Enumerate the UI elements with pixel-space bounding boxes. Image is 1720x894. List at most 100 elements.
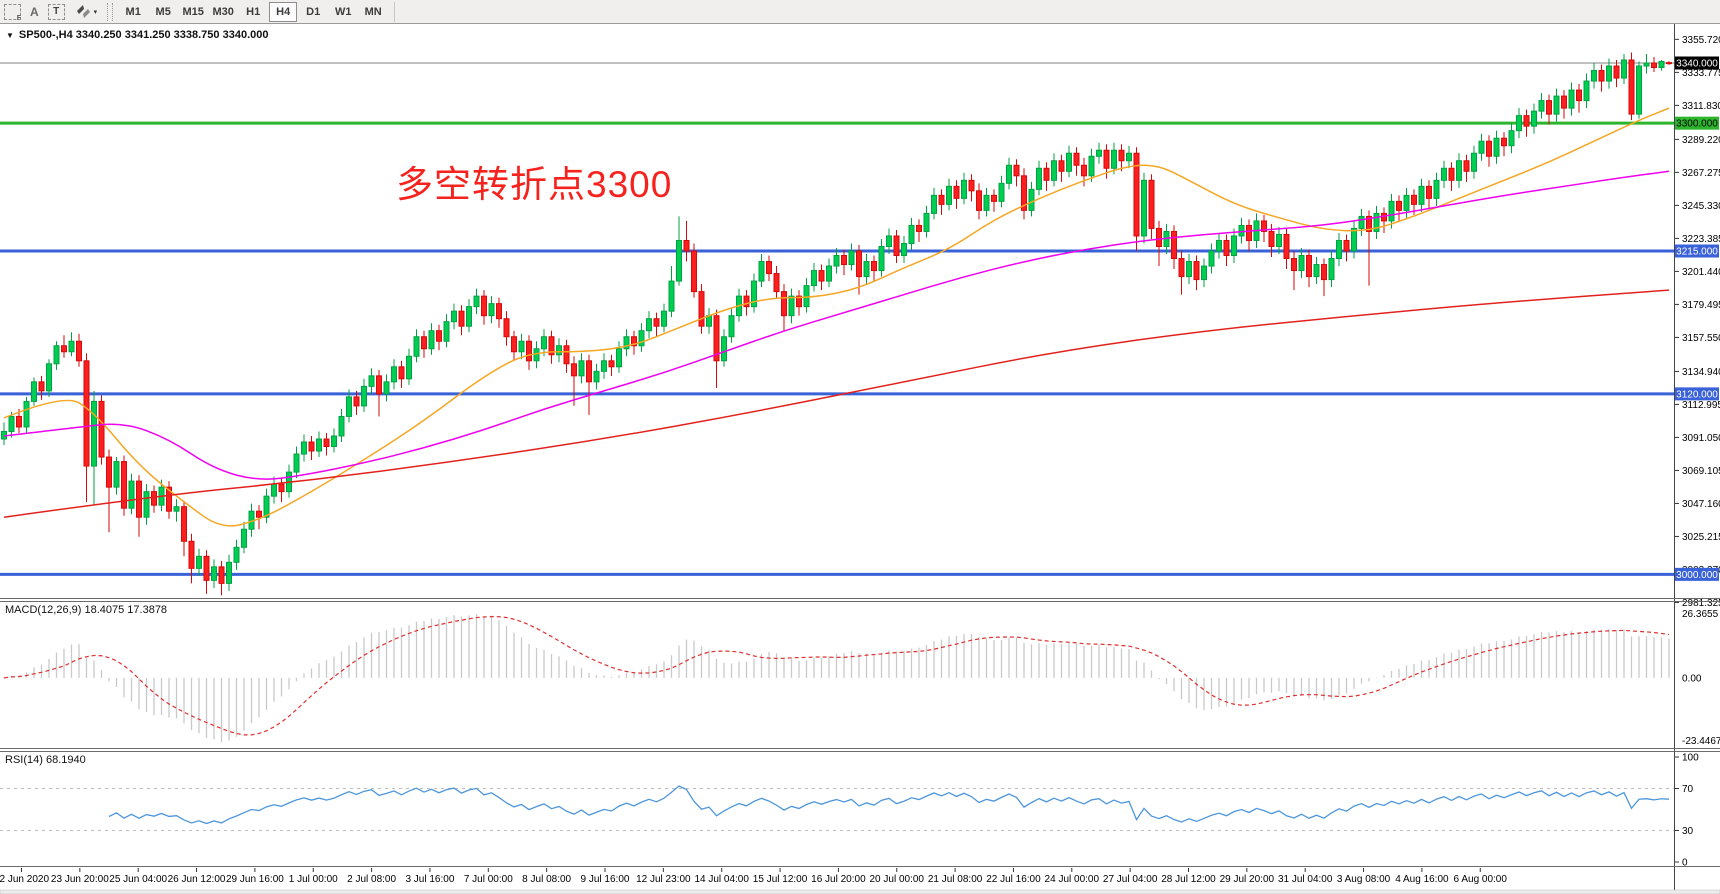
candle-body [766, 261, 772, 275]
candle-body [466, 306, 472, 327]
time-tick-label: 20 Jul 00:00 [870, 874, 925, 885]
candle-body [526, 340, 532, 362]
macd-signal-line [3, 615, 1670, 736]
candle-body [758, 261, 765, 282]
chart-annotation[interactable]: 多空转折点3300 [396, 164, 673, 205]
price-tick-label: 3047.160 [1682, 499, 1720, 510]
candle-body [203, 555, 210, 581]
pane-borders [0, 24, 1720, 894]
candle-body [841, 255, 847, 266]
text-label-icon[interactable]: A [30, 4, 39, 19]
candle-body [563, 345, 570, 365]
candle-body [443, 321, 450, 342]
candle-body [278, 483, 285, 493]
text-box-icon[interactable]: T [47, 3, 65, 20]
candle-body [1628, 59, 1635, 115]
candle-body [76, 340, 82, 362]
rsi-axis-label: 70 [1682, 784, 1694, 795]
candle-body [143, 491, 150, 518]
toolbar: F A T ▾ M1 M5 M15 M30 H1 H4 D1 W1 MN [0, 0, 1720, 24]
candle-body [218, 566, 225, 584]
candle-body [316, 438, 322, 452]
candle-body [1441, 167, 1447, 181]
timeframe-h1-button[interactable]: H1 [246, 5, 261, 18]
time-tick-label: 23 Jun 20:00 [51, 874, 109, 885]
candle-body [601, 360, 607, 372]
candle-body [1328, 258, 1335, 281]
candle-body [1456, 160, 1462, 181]
ma-medium-line [3, 170, 1670, 480]
symbol-dropdown-caret[interactable]: ▼ [6, 31, 14, 40]
price-tick-label: 3025.215 [1682, 532, 1720, 543]
price-tick-label: 3091.050 [1682, 433, 1720, 444]
candle-body [91, 400, 97, 467]
candle-body [923, 212, 930, 232]
candle-body [256, 510, 262, 518]
candle-body [796, 295, 802, 308]
candle-body [976, 190, 982, 211]
price-tick-label: 3223.385 [1682, 234, 1720, 245]
candle-body [481, 295, 487, 317]
candle-body [241, 528, 247, 548]
time-tick-label: 9 Jul 16:00 [581, 874, 630, 885]
candle-body [106, 456, 112, 488]
timeframe-m5-button[interactable]: M5 [155, 5, 171, 18]
candle-body [1576, 89, 1582, 102]
candle-body [1126, 152, 1132, 162]
candle-body [1583, 80, 1590, 102]
candle-body [1193, 261, 1200, 281]
candle-body [1201, 265, 1207, 281]
timeframe-m1-button[interactable]: M1 [125, 5, 141, 18]
frame-tool-icon[interactable]: F [4, 3, 21, 22]
symbol-info: ▼ SP500-,H4 3340.250 3341.250 3338.750 33… [6, 29, 268, 41]
timeframe-d1-button[interactable]: D1 [306, 5, 321, 18]
price-tick-label: 3355.720 [1682, 35, 1720, 46]
toolbar-grip[interactable] [107, 2, 114, 21]
moving-averages-layer [3, 107, 1670, 527]
candle-body [1238, 224, 1245, 237]
timeframe-w1-button[interactable]: W1 [334, 5, 352, 18]
candle-body [1471, 152, 1477, 172]
price-tick-label: 3201.440 [1682, 267, 1720, 278]
timeframe-mn-button[interactable]: MN [364, 5, 382, 18]
candle-body [1486, 140, 1492, 157]
candle-body [893, 235, 900, 257]
candle-body [323, 438, 330, 448]
candle-body [1103, 149, 1110, 169]
candle-body [721, 336, 727, 362]
candle-body [1373, 212, 1380, 232]
candle-body [53, 345, 60, 365]
macd-axis-max: 26.3655 [1682, 609, 1719, 620]
candle-body [1178, 258, 1185, 278]
price-badge-label: 3340.000 [1676, 59, 1718, 70]
timeframe-h4-button[interactable]: H4 [269, 1, 298, 22]
macd-axis-min: -23.4467 [1682, 736, 1720, 747]
candle-body [1336, 239, 1342, 260]
candles-layer [1, 52, 1672, 596]
candle-body [511, 336, 517, 353]
arrows-tool-icon[interactable] [76, 3, 91, 21]
candle-body [1028, 188, 1035, 211]
time-tick-label: 1 Jul 00:00 [289, 874, 338, 885]
candle-body [1276, 233, 1282, 247]
candle-body [1613, 65, 1620, 79]
timeframe-m15-button[interactable]: M15 [182, 5, 204, 18]
time-tick-label: 22 Jun 2020 [0, 874, 49, 885]
arrows-dropdown-caret[interactable]: ▾ [93, 8, 98, 16]
timeframe-m30-button[interactable]: M30 [212, 5, 234, 18]
candle-body [616, 348, 622, 368]
candle-body [1171, 230, 1177, 260]
time-tick-label: 28 Jul 12:00 [1161, 874, 1216, 885]
candle-body [676, 239, 682, 282]
candle-body [983, 194, 990, 211]
candle-body [968, 179, 975, 192]
candle-body [1366, 215, 1372, 232]
candle-body [826, 265, 832, 282]
candle-body [1036, 167, 1042, 190]
candle-body [196, 555, 202, 569]
candle-body [593, 370, 600, 383]
rsi-layer: 100 70 30 0 [0, 753, 1699, 869]
price-badge-label: 3000.000 [1676, 570, 1718, 581]
